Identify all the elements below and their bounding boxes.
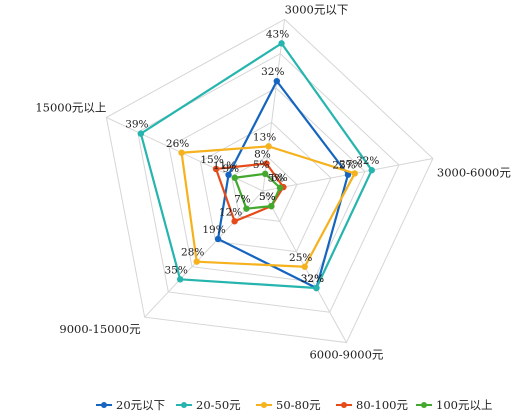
legend-item: 100元以上 (416, 398, 492, 412)
legend-item: 20-50元 (176, 398, 241, 412)
series (178, 143, 358, 270)
data-point (268, 202, 275, 210)
data-point (231, 174, 239, 181)
data-label: 15% (200, 154, 223, 166)
legend-label: 50-80元 (276, 398, 321, 412)
data-point (368, 166, 375, 174)
data-label: 43% (266, 28, 289, 40)
series-line (216, 80, 350, 290)
data-label: 32% (261, 66, 284, 78)
grid-ring (105, 18, 434, 344)
grid-ring (168, 87, 366, 283)
data-label: 25% (289, 252, 312, 264)
data-point (193, 258, 200, 265)
legend: 20元以下 20-50元 50-80元 80-100元 100元以上 (96, 398, 492, 412)
data-label: 35% (164, 264, 187, 276)
legend-marker (181, 402, 187, 408)
series-line (233, 172, 282, 210)
data-label: 32% (301, 273, 324, 285)
data-label: 19% (202, 224, 225, 236)
data-point (351, 170, 358, 177)
grid-ring (231, 156, 298, 222)
data-point (261, 170, 269, 178)
data-label: 13% (253, 131, 276, 143)
grid-ring (199, 121, 332, 253)
legend-label: 100元以上 (436, 398, 492, 412)
series (137, 40, 375, 292)
legend-label: 20元以下 (116, 398, 165, 412)
data-label: 26% (166, 138, 189, 150)
legend-marker (421, 402, 427, 408)
data-label: 6% (271, 172, 288, 184)
series (231, 170, 284, 212)
data-label: 9% (222, 163, 239, 175)
axis-label: 3000元以下 (285, 2, 349, 16)
data-label: 12% (219, 206, 242, 218)
data-label: 32% (356, 155, 379, 167)
axis-label: 15000元以上 (35, 100, 106, 114)
data-label: 28% (181, 247, 204, 259)
axis-label: 3000-6000元 (437, 165, 511, 179)
series-group (137, 40, 375, 292)
data-point (214, 235, 222, 243)
data-label: 32% (301, 273, 324, 285)
data-label: 7% (234, 194, 251, 206)
data-label: 11% (213, 160, 236, 172)
data-point (313, 284, 320, 292)
axis-labels: 3000元以下 3000-6000元 6000-9000元 9000-15000元 15… (35, 2, 511, 361)
legend-label: 80-100元 (356, 398, 408, 412)
series-line (214, 162, 285, 223)
axis-label: 6000-9000元 (309, 348, 383, 362)
data-label: 25% (332, 160, 355, 172)
data-point (231, 218, 238, 225)
data-label: 5% (253, 159, 270, 171)
data-point (212, 165, 220, 173)
legend-marker (261, 402, 267, 408)
axis-label: 9000-15000元 (59, 322, 141, 336)
legend-item: 20元以下 (96, 398, 165, 412)
data-point (276, 184, 284, 191)
data-point (225, 171, 232, 179)
legend-label: 20-50元 (196, 398, 241, 412)
data-point (273, 77, 281, 85)
series-line (180, 145, 356, 268)
data-label: 27% (339, 158, 362, 170)
grid-ring (137, 53, 400, 313)
legend-item: 80-100元 (336, 398, 408, 412)
data-point (301, 263, 308, 270)
data-point (278, 40, 285, 47)
data-point (176, 276, 184, 283)
data-point (137, 130, 145, 137)
data-point (178, 149, 185, 156)
legend-item: 50-80元 (256, 398, 321, 412)
grid-spoke (144, 190, 264, 318)
legend-marker (101, 402, 107, 408)
data-label: 8% (254, 149, 271, 161)
data-label: 5% (268, 173, 285, 185)
data-point (243, 205, 250, 212)
data-point (265, 143, 272, 150)
series-line (139, 42, 373, 290)
data-point (263, 160, 270, 167)
data-label: 5% (259, 191, 276, 203)
data-label: 5% (259, 191, 276, 203)
legend-marker (341, 402, 347, 408)
data-point (344, 171, 352, 178)
data-label: 39% (125, 119, 148, 131)
data-labels: 32%25%32%19%11%43%32%32%35%39%13%27%25%2… (125, 28, 379, 285)
